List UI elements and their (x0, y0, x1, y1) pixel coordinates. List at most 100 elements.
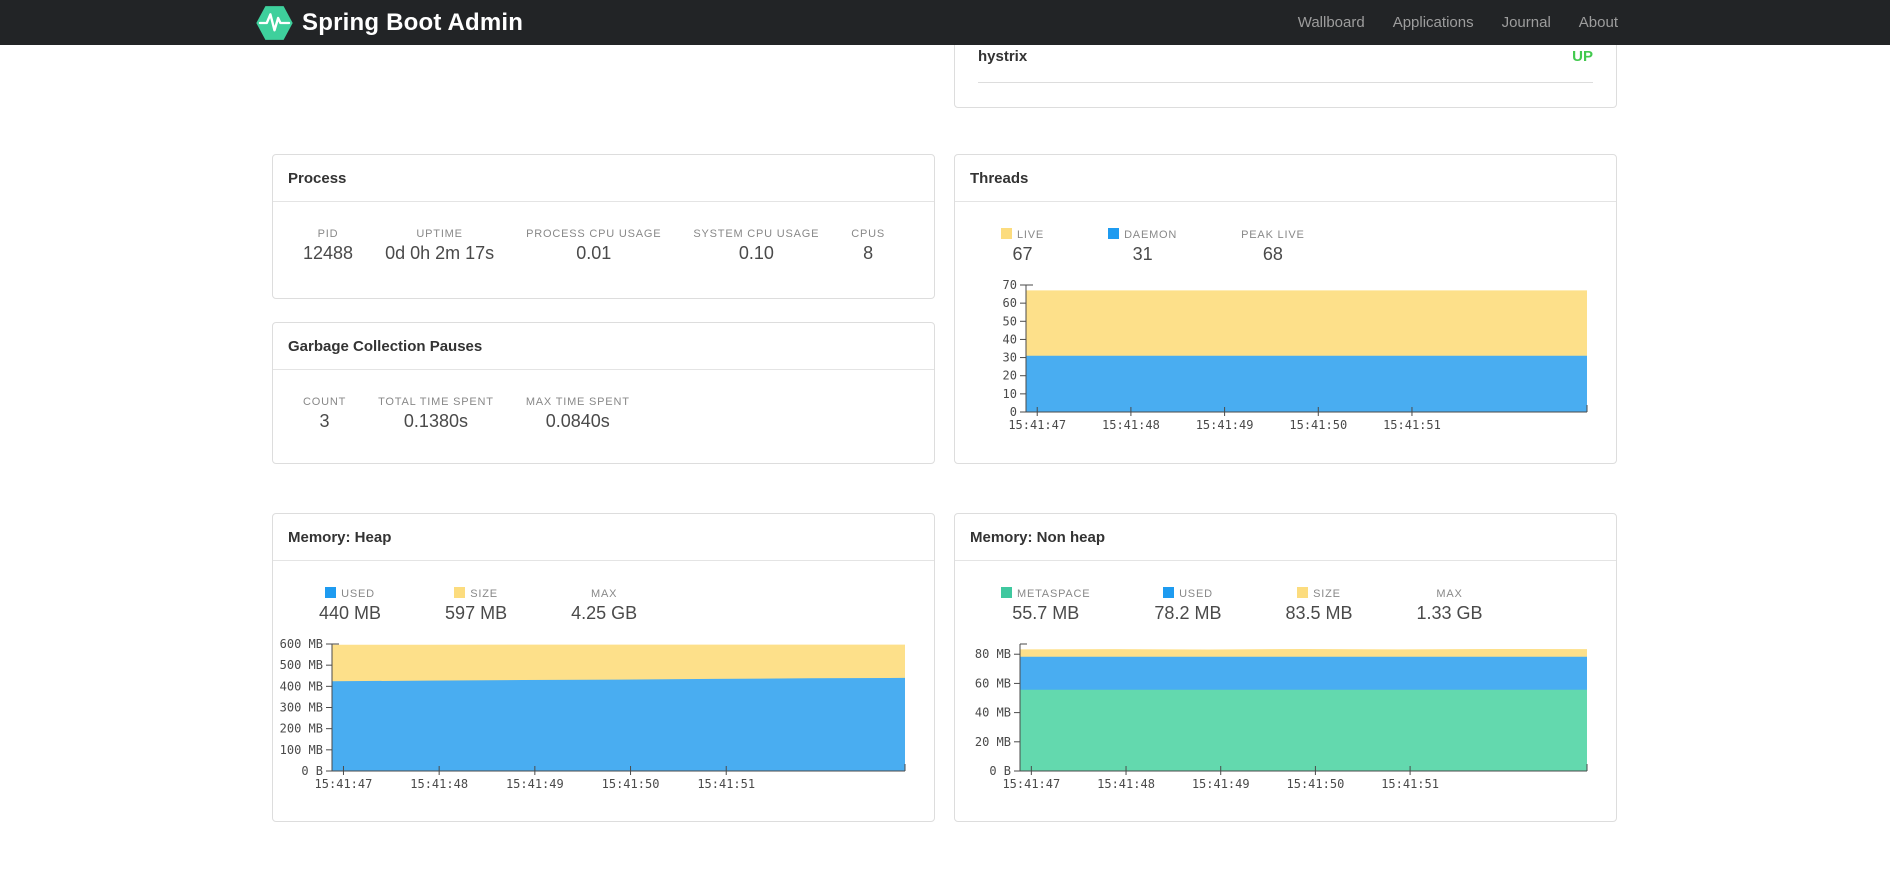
area-daemon (1026, 355, 1587, 412)
threads-legend: LIVE DAEMON PEAK LIVE 67 31 68 (955, 218, 1616, 271)
nav-menu: Wallboard Applications Journal About (1284, 0, 1618, 45)
metric-value: 440 MB (319, 603, 382, 623)
svg-text:15:41:51: 15:41:51 (1381, 777, 1439, 791)
svg-text:50: 50 (1003, 314, 1017, 328)
metric-label-used: USED (1122, 577, 1253, 601)
nav-item-journal[interactable]: Journal (1501, 14, 1551, 31)
process-panel: Process PID UPTIME PROCESS CPU USAGE SYSTEM… (272, 154, 935, 299)
panel-title-nonheap: Memory: Non heap (955, 514, 1616, 561)
garbage-collection-panel: Garbage Collection Pauses COUNT TOTAL TIM… (272, 322, 935, 464)
svg-text:10: 10 (1003, 387, 1017, 401)
panel-title-heap: Memory: Heap (273, 514, 934, 561)
metric-label-size: SIZE (413, 577, 539, 601)
memory-nonheap-chart: 0 B 20 MB 40 MB 60 MB 80 MB 15:41:47 15:41:48 1… (975, 643, 1588, 791)
nav-item-about[interactable]: About (1578, 14, 1618, 31)
svg-text:60: 60 (1003, 296, 1017, 310)
metric-value: 3 (319, 411, 330, 431)
svg-text:0: 0 (1010, 405, 1017, 419)
svg-text:40 MB: 40 MB (975, 706, 1011, 720)
svg-text:30: 30 (1003, 351, 1017, 365)
metrics-table: PID UPTIME PROCESS CPU USAGE SYSTEM CPU USA… (287, 218, 901, 270)
metric-label-size: SIZE (1253, 577, 1384, 601)
legend-swatch-icon (1163, 587, 1175, 598)
svg-text:500 MB: 500 MB (280, 658, 323, 672)
metric-value: 55.7 MB (1012, 603, 1080, 623)
legend-swatch-icon (325, 587, 337, 598)
metric-value: 0.0840s (545, 411, 610, 431)
panel-title-process: Process (273, 155, 934, 202)
memory-heap-chart: 0 B 100 MB 200 MB 300 MB 400 MB 500 MB 600 MB 1… (280, 638, 906, 791)
nonheap-legend: METASPACE USED SIZE MAX 55.7 MB 78.2 MB 83.5 M… (955, 577, 1616, 630)
svg-text:20: 20 (1003, 369, 1017, 383)
svg-text:15:41:49: 15:41:49 (1192, 777, 1250, 791)
svg-text:600 MB: 600 MB (280, 638, 323, 651)
application-name: hystrix (978, 48, 1028, 65)
metric-label-process-cpu-usage: PROCESS CPU USAGE (526, 228, 662, 240)
svg-text:15:41:47: 15:41:47 (1008, 418, 1066, 432)
svg-text:40: 40 (1003, 332, 1017, 346)
svg-text:70: 70 (1003, 279, 1017, 292)
area-metaspace (1020, 689, 1587, 771)
metric-label-metaspace: METASPACE (969, 577, 1122, 601)
svg-text:15:41:50: 15:41:50 (602, 777, 660, 791)
metric-value: 1.33 GB (1416, 603, 1483, 623)
svg-text:60 MB: 60 MB (975, 676, 1011, 690)
svg-text:400 MB: 400 MB (280, 679, 323, 693)
threads-chart: 0 10 20 30 40 50 60 70 15:41:47 15:41:48 15:41:49 1… (1003, 279, 1588, 432)
metric-value: 0.1380s (403, 411, 468, 431)
svg-text:20 MB: 20 MB (975, 735, 1011, 749)
metric-label-live: LIVE (969, 218, 1076, 242)
application-row[interactable]: hystrix UP (978, 48, 1593, 83)
svg-text:80 MB: 80 MB (975, 647, 1011, 661)
metric-label-count: COUNT (303, 396, 347, 408)
metric-value: 0.10 (738, 243, 774, 263)
svg-text:15:41:51: 15:41:51 (697, 777, 755, 791)
svg-text:300 MB: 300 MB (280, 701, 323, 715)
gc-metrics: COUNT TOTAL TIME SPENT MAX TIME SPENT 3 0.13… (273, 386, 934, 438)
metrics-table: USED SIZE MAX 440 MB 597 MB 4.25 GB (287, 577, 669, 630)
svg-text:15:41:48: 15:41:48 (1097, 777, 1155, 791)
metric-value: 4.25 GB (571, 603, 638, 623)
svg-text:15:41:50: 15:41:50 (1287, 777, 1345, 791)
legend-swatch-icon (1108, 228, 1120, 239)
panel-title-threads: Threads (955, 155, 1616, 202)
nav-item-applications[interactable]: Applications (1392, 14, 1474, 31)
metric-value: 8 (863, 243, 874, 263)
metric-value: 83.5 MB (1285, 603, 1353, 623)
metrics-table: METASPACE USED SIZE MAX 55.7 MB 78.2 MB 83.5 M… (969, 577, 1515, 630)
process-metrics: PID UPTIME PROCESS CPU USAGE SYSTEM CPU USA… (273, 218, 934, 270)
svg-text:15:41:47: 15:41:47 (1002, 777, 1060, 791)
svg-text:0 B: 0 B (301, 764, 323, 778)
legend-swatch-icon (454, 587, 466, 598)
legend-swatch-icon (1297, 587, 1309, 598)
svg-text:15:41:47: 15:41:47 (315, 777, 373, 791)
metric-label-uptime: UPTIME (416, 228, 463, 240)
heap-legend: USED SIZE MAX 440 MB 597 MB 4.25 GB (273, 577, 934, 630)
metrics-table: COUNT TOTAL TIME SPENT MAX TIME SPENT 3 0.13… (287, 386, 646, 438)
metric-label-pid: PID (317, 228, 339, 240)
metric-value: 0.01 (576, 243, 612, 263)
area-used (332, 677, 905, 771)
application-status: UP (1572, 48, 1593, 65)
metric-label-cpus: CPUS (851, 228, 886, 240)
metric-label-total-time-spent: TOTAL TIME SPENT (378, 396, 494, 408)
svg-text:15:41:49: 15:41:49 (1196, 418, 1254, 432)
svg-text:15:41:49: 15:41:49 (506, 777, 564, 791)
svg-text:15:41:48: 15:41:48 (410, 777, 468, 791)
metric-label-system-cpu-usage: SYSTEM CPU USAGE (693, 228, 820, 240)
brand-link[interactable]: Spring Boot Admin (256, 0, 523, 45)
metric-value: 12488 (303, 243, 354, 263)
svg-text:15:41:50: 15:41:50 (1289, 418, 1347, 432)
nav-item-wallboard[interactable]: Wallboard (1297, 14, 1365, 31)
metric-value: 68 (1262, 244, 1283, 264)
metric-label-max: MAX (590, 587, 618, 600)
spring-boot-admin-logo-icon (256, 5, 293, 40)
svg-text:200 MB: 200 MB (280, 722, 323, 736)
brand-title: Spring Boot Admin (302, 8, 524, 36)
metric-label-peak-live: PEAK LIVE (1241, 228, 1305, 241)
legend-swatch-icon (1001, 587, 1012, 598)
svg-text:15:41:48: 15:41:48 (1102, 418, 1160, 432)
memory-nonheap-panel: Memory: Non heap METASPACE USED SIZE MAX 55.… (954, 513, 1617, 822)
metric-label-daemon: DAEMON (1076, 218, 1209, 242)
